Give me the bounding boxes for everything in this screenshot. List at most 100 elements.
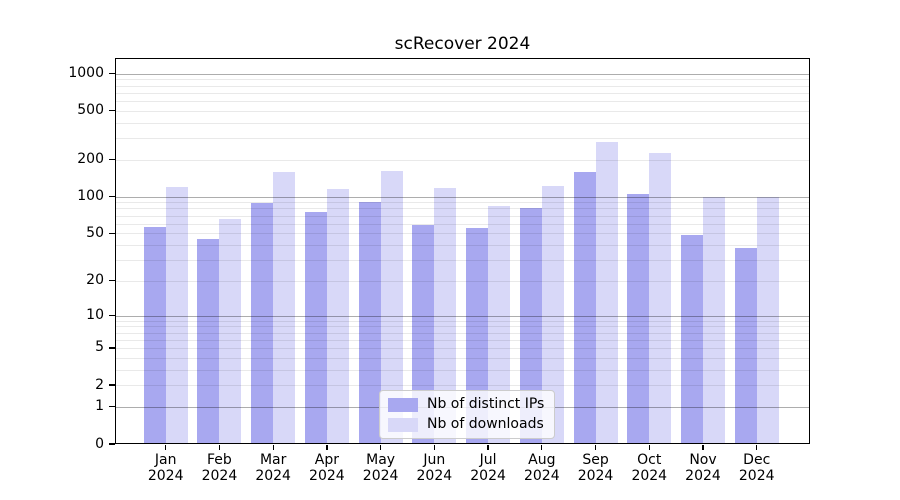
x-tick-jan bbox=[165, 445, 167, 450]
minor-gridline-5 bbox=[115, 348, 810, 349]
bar-distinct-ips-dec bbox=[734, 247, 757, 444]
x-tick-month: Jan bbox=[154, 452, 177, 468]
y-tick-10 bbox=[109, 314, 115, 317]
x-tick-month: Oct bbox=[637, 452, 662, 468]
x-tick-label-may: May 2024 bbox=[349, 452, 413, 484]
minor-gridline-90 bbox=[115, 202, 810, 204]
x-tick-year: 2024 bbox=[362, 468, 399, 484]
y-tick-label-100: 100 bbox=[77, 188, 104, 205]
y-tick-2 bbox=[109, 384, 115, 386]
x-tick-month: Feb bbox=[207, 452, 232, 468]
x-tick-jul bbox=[487, 445, 489, 450]
legend-swatch-distinct-ips bbox=[388, 397, 418, 412]
bar-downloads-dec bbox=[756, 196, 779, 444]
y-tick-50 bbox=[109, 232, 115, 234]
x-tick-year: 2024 bbox=[738, 468, 775, 484]
bar-distinct-ips-jun bbox=[412, 224, 435, 444]
minor-gridline-900 bbox=[115, 79, 810, 81]
y-tick-label-50: 50 bbox=[86, 224, 104, 241]
bar-distinct-ips-sep bbox=[573, 171, 596, 444]
x-tick-year: 2024 bbox=[147, 468, 184, 484]
minor-gridline-200 bbox=[115, 159, 810, 161]
y-tick-label-1000: 1000 bbox=[68, 65, 104, 82]
minor-gridline-60 bbox=[115, 223, 810, 225]
minor-gridline-300 bbox=[115, 138, 810, 140]
minor-gridline-3 bbox=[115, 369, 810, 371]
x-tick-may bbox=[379, 445, 382, 450]
x-tick-year: 2024 bbox=[309, 468, 345, 484]
x-tick-label-feb: Feb 2024 bbox=[187, 452, 251, 484]
y-tick-1000 bbox=[109, 73, 115, 75]
major-gridline-10 bbox=[115, 315, 810, 317]
x-tick-year: 2024 bbox=[255, 468, 291, 484]
x-tick-label-oct: Oct 2024 bbox=[617, 452, 681, 484]
plot-area bbox=[115, 58, 810, 444]
bar-downloads-feb bbox=[219, 218, 242, 444]
legend-label-distinct-ips: Nb of distinct IPs bbox=[427, 396, 545, 412]
y-tick-label-0: 0 bbox=[95, 435, 104, 452]
bar-distinct-ips-feb bbox=[197, 238, 220, 444]
minor-gridline-400 bbox=[115, 122, 810, 124]
major-gridline-100 bbox=[115, 196, 810, 198]
bar-distinct-ips-apr bbox=[304, 211, 327, 444]
y-tick-label-10: 10 bbox=[86, 306, 104, 323]
legend-item-downloads: Nb of downloads bbox=[388, 416, 544, 433]
chart-title: scRecover 2024 bbox=[394, 34, 531, 54]
y-tick-500 bbox=[109, 110, 115, 112]
x-tick-jun bbox=[433, 445, 435, 450]
bar-distinct-ips-aug bbox=[519, 208, 542, 444]
x-tick-dec bbox=[756, 445, 758, 450]
y-tick-1 bbox=[109, 406, 115, 408]
x-tick-year: 2024 bbox=[523, 468, 560, 484]
bar-downloads-aug bbox=[541, 186, 564, 444]
legend: Nb of distinct IPs Nb of downloads bbox=[379, 390, 556, 439]
minor-gridline-800 bbox=[115, 85, 810, 87]
bar-downloads-mar bbox=[273, 171, 296, 444]
y-tick-label-500: 500 bbox=[77, 102, 104, 119]
x-tick-year: 2024 bbox=[685, 468, 721, 484]
x-tick-sep bbox=[594, 445, 597, 450]
minor-gridline-40 bbox=[115, 244, 810, 246]
minor-gridline-9 bbox=[115, 320, 810, 322]
x-tick-aug bbox=[541, 445, 543, 450]
minor-gridline-4 bbox=[115, 357, 810, 359]
legend-item-distinct-ips: Nb of distinct IPs bbox=[388, 396, 544, 413]
bar-downloads-jun bbox=[434, 188, 457, 444]
bar-distinct-ips-oct bbox=[627, 193, 650, 444]
bar-downloads-apr bbox=[326, 189, 349, 444]
y-tick-20 bbox=[109, 280, 115, 282]
y-tick-5 bbox=[109, 347, 115, 349]
minor-gridline-8 bbox=[115, 326, 810, 328]
x-tick-month: Apr bbox=[314, 452, 339, 468]
x-tick-month: Mar bbox=[259, 452, 287, 468]
x-tick-label-mar: Mar 2024 bbox=[241, 452, 305, 484]
bar-downloads-jul bbox=[488, 205, 511, 444]
minor-gridline-500 bbox=[115, 110, 810, 112]
x-tick-label-aug: Aug 2024 bbox=[510, 452, 574, 484]
x-tick-month: Nov bbox=[689, 452, 717, 468]
x-tick-year: 2024 bbox=[416, 468, 453, 484]
minor-gridline-80 bbox=[115, 208, 810, 210]
x-tick-month: Sep bbox=[582, 452, 609, 468]
x-tick-label-sep: Sep 2024 bbox=[564, 452, 628, 484]
y-tick-label-1: 1 bbox=[95, 398, 104, 415]
y-tick-label-2: 2 bbox=[95, 376, 104, 393]
x-tick-month: Jun bbox=[423, 452, 446, 468]
x-tick-nov bbox=[702, 445, 704, 450]
legend-swatch-downloads bbox=[388, 417, 418, 432]
y-tick-0 bbox=[109, 443, 115, 445]
legend-label-downloads: Nb of downloads bbox=[427, 416, 544, 432]
minor-gridline-600 bbox=[115, 101, 810, 102]
bar-downloads-jan bbox=[165, 186, 188, 444]
bar-downloads-nov bbox=[703, 196, 725, 444]
bar-downloads-may bbox=[380, 171, 403, 444]
x-tick-year: 2024 bbox=[470, 468, 506, 484]
x-tick-month: May bbox=[366, 452, 396, 468]
x-tick-label-apr: Apr 2024 bbox=[295, 452, 359, 484]
x-tick-label-dec: Dec 2024 bbox=[725, 452, 789, 484]
minor-gridline-20 bbox=[115, 280, 810, 282]
x-tick-label-jan: Jan 2024 bbox=[134, 452, 198, 484]
bar-downloads-oct bbox=[649, 152, 672, 444]
x-tick-month: Aug bbox=[528, 452, 556, 468]
